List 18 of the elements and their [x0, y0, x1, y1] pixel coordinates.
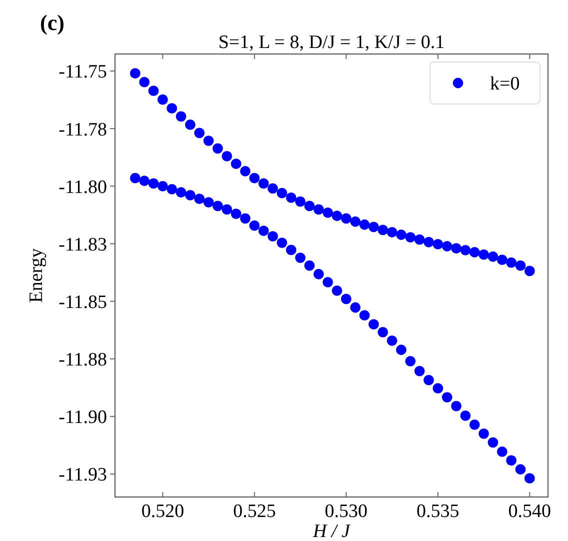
- y-tick-label: -11.85: [58, 292, 107, 313]
- y-tick-label: -11.78: [58, 119, 107, 140]
- chart-title: S=1, L = 8, D/J = 1, K/J = 0.1: [218, 32, 445, 53]
- x-tick-label: 0.540: [508, 501, 552, 522]
- y-tick-label: -11.83: [58, 234, 107, 256]
- y-tick-label: -11.88: [58, 350, 107, 370]
- x-tick-label: 0.530: [324, 501, 368, 522]
- legend-label: k=0: [490, 74, 520, 95]
- x-tick-label: 0.520: [141, 501, 184, 522]
- y-tick-label: -11.80: [58, 176, 107, 198]
- y-axis-title: Energy: [26, 248, 47, 303]
- x-tick-label: 0.535: [416, 501, 460, 522]
- x-axis-title: H / J: [312, 521, 352, 541]
- y-tick-label: -11.75: [58, 62, 107, 83]
- y-tick-label: -11.90: [58, 407, 107, 428]
- y-tick-label: -11.93: [58, 464, 107, 486]
- x-tick-label: 0.525: [233, 501, 276, 522]
- text: (c): [40, 10, 64, 35]
